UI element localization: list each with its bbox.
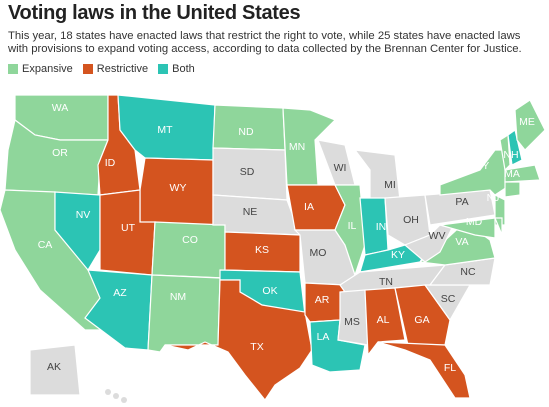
- state-label: MA: [504, 168, 520, 180]
- state: [494, 217, 503, 236]
- state: [353, 149, 401, 201]
- title: Voting laws in the United States: [8, 2, 301, 24]
- legend-swatch: [82, 64, 93, 74]
- state-label: TN: [379, 276, 393, 288]
- island: [113, 393, 119, 399]
- state: [337, 289, 369, 346]
- state-label: TX: [250, 341, 263, 353]
- subtitle: This year, 18 states have enacted laws t…: [8, 30, 522, 55]
- state: [504, 181, 521, 198]
- state-label: MN: [289, 141, 305, 153]
- state-label: CO: [182, 234, 198, 246]
- legend-label: Both: [172, 63, 195, 75]
- state: [84, 269, 153, 351]
- state-label: SD: [240, 166, 255, 178]
- state: [286, 184, 346, 231]
- state-label: LA: [317, 331, 330, 343]
- state: [54, 191, 101, 272]
- state: [394, 284, 451, 346]
- legend-label: Expansive: [22, 63, 73, 75]
- state-label: AR: [315, 294, 330, 306]
- legend-swatch: [8, 64, 18, 74]
- state-label: KS: [255, 244, 269, 256]
- state: [364, 287, 406, 357]
- state-label: NV: [76, 209, 91, 221]
- state-label: FL: [444, 362, 456, 374]
- state-label: WY: [170, 182, 187, 194]
- state-label: NE: [243, 206, 258, 218]
- state-label: SC: [441, 293, 456, 305]
- legend-label: Restrictive: [96, 63, 149, 75]
- state: [151, 221, 226, 279]
- state: [334, 184, 366, 277]
- state-label: PA: [455, 196, 468, 208]
- state-label: MS: [344, 316, 360, 328]
- state-label: VA: [455, 236, 468, 248]
- state-label: AL: [377, 314, 390, 326]
- state: [514, 99, 546, 151]
- state-label: WA: [52, 102, 69, 114]
- state-label: UT: [121, 222, 136, 234]
- state: [499, 133, 511, 172]
- state: [504, 164, 541, 183]
- legend-item: Restrictive: [82, 63, 149, 75]
- state-label: WV: [429, 230, 446, 242]
- state: [29, 344, 81, 396]
- state-label: MT: [157, 124, 173, 136]
- state: [507, 128, 523, 166]
- state: [164, 279, 313, 402]
- state-label: MO: [310, 247, 327, 259]
- state-label: GA: [414, 314, 429, 326]
- state-label: OK: [262, 285, 277, 297]
- state-label: IN: [376, 221, 387, 233]
- state-label: OR: [52, 147, 68, 159]
- state-label: NH: [503, 149, 518, 161]
- state-label: CA: [38, 239, 53, 251]
- state-label: ME: [519, 116, 535, 128]
- state: [439, 149, 511, 196]
- state-label: WI: [334, 162, 347, 174]
- state-label: NC: [460, 266, 476, 278]
- state-label: NJ: [487, 192, 500, 204]
- state-label: MI: [384, 179, 396, 191]
- legend-item: Expansive: [8, 63, 73, 75]
- state-label: ID: [105, 157, 116, 169]
- state-label: IL: [348, 220, 357, 232]
- legend-item: Both: [158, 63, 195, 75]
- state-label: MD: [466, 216, 483, 228]
- state: [439, 217, 496, 239]
- legend: Expansive Restrictive Both: [8, 63, 543, 75]
- state-label: NM: [170, 291, 186, 303]
- legend-swatch: [158, 64, 169, 74]
- header: Voting laws in the United States This ye…: [8, 2, 543, 75]
- state: [147, 274, 221, 353]
- state-label: AK: [47, 361, 61, 373]
- island: [105, 389, 111, 395]
- state-label: KY: [391, 249, 405, 261]
- island: [121, 397, 127, 403]
- state-label: OH: [403, 214, 419, 226]
- state-label: ND: [238, 126, 254, 138]
- state: [377, 341, 471, 399]
- state-label: AZ: [113, 287, 127, 299]
- state-label: NY: [475, 160, 490, 172]
- state-label: IA: [304, 201, 314, 213]
